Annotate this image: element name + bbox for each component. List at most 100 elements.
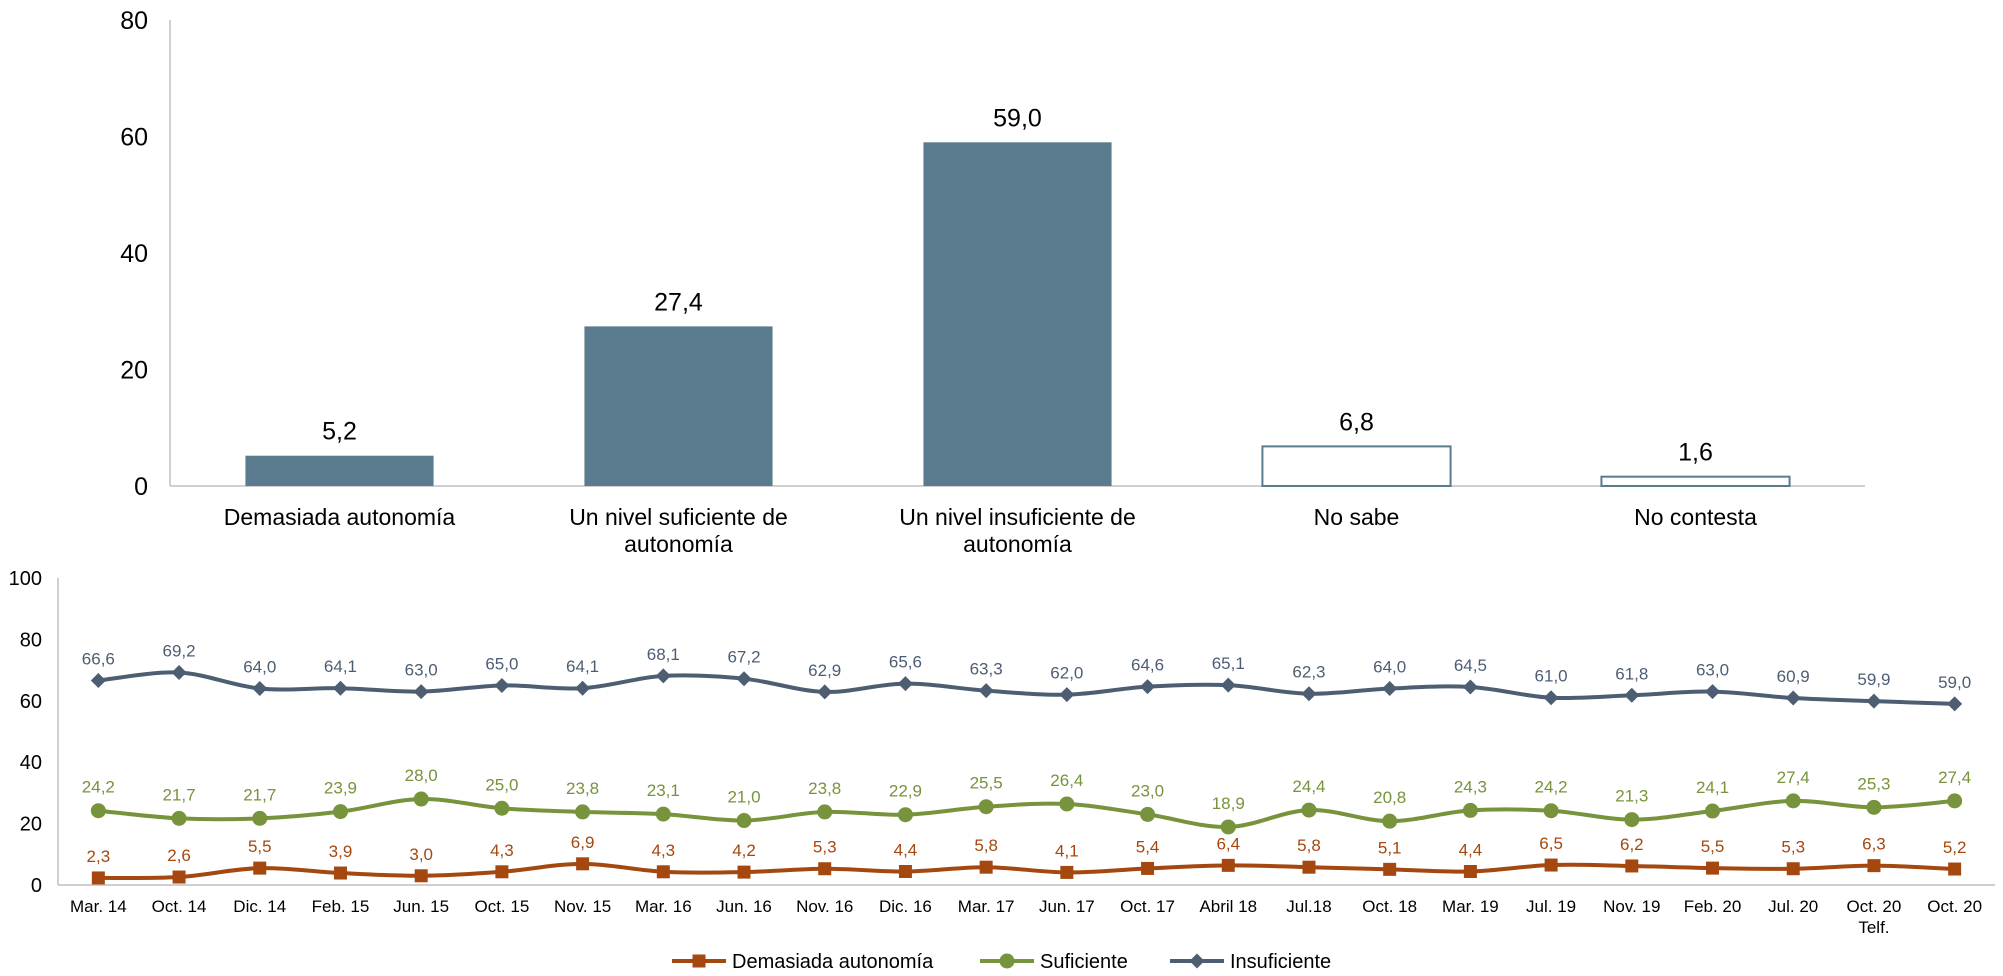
data-label: 64,5: [1454, 656, 1487, 675]
data-label: 62,9: [808, 661, 841, 680]
data-label: 65,1: [1212, 654, 1245, 673]
data-label: 5,3: [813, 838, 837, 857]
bar-category-label: autonomía: [963, 531, 1072, 557]
data-point-marker: [897, 807, 913, 823]
data-label: 4,3: [651, 841, 675, 860]
line-x-tick-label: Jun. 16: [716, 897, 772, 916]
data-label: 64,6: [1131, 656, 1164, 675]
data-label: 62,0: [1050, 664, 1083, 683]
data-point-marker: [1301, 802, 1317, 818]
data-point-marker: [414, 869, 428, 883]
data-label: 61,8: [1615, 664, 1648, 683]
data-point-marker: [495, 865, 509, 879]
data-point-marker: [1141, 861, 1155, 875]
data-point-marker: [1947, 793, 1963, 809]
data-label: 6,5: [1539, 834, 1563, 853]
line-y-tick-label: 100: [9, 568, 42, 590]
line-x-tick-label: Jun. 17: [1039, 897, 1095, 916]
data-label: 4,2: [732, 841, 756, 860]
bar-category-label: No contesta: [1634, 504, 1757, 530]
data-label: 59,9: [1857, 670, 1890, 689]
bar: [1600, 475, 1791, 487]
data-label: 6,3: [1862, 835, 1886, 854]
data-label: 66,6: [82, 650, 115, 669]
data-label: 65,0: [485, 654, 518, 673]
data-point-marker: [1624, 687, 1640, 703]
data-label: 59,0: [1938, 673, 1971, 692]
data-point-marker: [1625, 859, 1639, 873]
data-point-marker: [1382, 681, 1398, 697]
data-point-marker: [1785, 690, 1801, 706]
data-point-marker: [978, 683, 994, 699]
data-label: 62,3: [1292, 663, 1325, 682]
data-label: 64,1: [566, 657, 599, 676]
data-label: 23,1: [647, 781, 680, 800]
data-label: 21,3: [1615, 787, 1648, 806]
bar-category-label: Un nivel suficiente de: [569, 504, 788, 530]
line-x-tick-label: Dic. 14: [233, 897, 286, 916]
data-point-marker: [1544, 858, 1558, 872]
series-line: [98, 797, 1955, 829]
data-point-marker: [737, 865, 751, 879]
legend-label: Suficiente: [1040, 951, 1128, 973]
data-point-marker: [979, 860, 993, 874]
data-point-marker: [818, 862, 832, 876]
data-label: 6,9: [571, 833, 595, 852]
data-label: 4,4: [894, 840, 918, 859]
data-label: 23,9: [324, 779, 357, 798]
data-label: 64,0: [1373, 658, 1406, 677]
line-x-tick-label: Feb. 15: [312, 897, 370, 916]
bar-category-label: Demasiada autonomía: [224, 504, 456, 530]
data-point-marker: [817, 684, 833, 700]
data-point-marker: [576, 857, 590, 871]
bar-value-label: 5,2: [322, 418, 357, 446]
data-point-marker: [1140, 679, 1156, 695]
bar-y-tick-label: 40: [120, 240, 148, 268]
data-point-marker: [898, 864, 912, 878]
data-point-marker: [172, 870, 186, 884]
data-point-marker: [253, 861, 267, 875]
data-label: 25,0: [485, 775, 518, 794]
data-point-marker: [656, 865, 670, 879]
data-point-marker: [1462, 802, 1478, 818]
line-x-tick-label: Oct. 15: [474, 897, 529, 916]
data-label: 24,3: [1454, 777, 1487, 796]
line-x-tick-label: Oct. 20: [1927, 897, 1982, 916]
data-label: 5,2: [1943, 838, 1967, 857]
data-label: 3,9: [329, 842, 353, 861]
data-point-marker: [1140, 806, 1156, 822]
line-x-tick-label: Jun. 15: [393, 897, 449, 916]
data-point-marker: [978, 799, 994, 815]
data-label: 26,4: [1050, 771, 1083, 790]
data-point-marker: [332, 804, 348, 820]
legend-marker: [692, 954, 706, 968]
data-label: 63,0: [405, 661, 438, 680]
data-label: 5,5: [1701, 837, 1725, 856]
data-point-marker: [91, 871, 105, 885]
line-x-tick-label: Oct. 17: [1120, 897, 1175, 916]
series-line: [98, 670, 1955, 706]
line-x-tick-label: Oct. 20: [1847, 897, 1902, 916]
data-label: 5,8: [1297, 836, 1321, 855]
bar-value-label: 6,8: [1339, 408, 1374, 436]
bar-y-tick-label: 80: [120, 7, 148, 35]
line-x-tick-label: Feb. 20: [1684, 897, 1742, 916]
line-x-tick-label: Mar. 14: [70, 897, 127, 916]
data-label: 4,1: [1055, 841, 1079, 860]
data-label: 68,1: [647, 645, 680, 664]
data-point-marker: [817, 804, 833, 820]
data-point-marker: [1543, 690, 1559, 706]
line-x-tick-label: Mar. 19: [1442, 897, 1499, 916]
data-point-marker: [1220, 677, 1236, 693]
legend-label: Insuficiente: [1230, 951, 1331, 973]
data-point-marker: [1301, 686, 1317, 702]
data-label: 24,4: [1292, 777, 1325, 796]
data-label: 24,1: [1696, 778, 1729, 797]
data-point-marker: [1948, 862, 1962, 876]
data-point-marker: [332, 680, 348, 696]
data-point-marker: [575, 804, 591, 820]
line-x-tick-label: Jul. 20: [1768, 897, 1818, 916]
data-label: 60,9: [1777, 667, 1810, 686]
line-x-tick-label: Nov. 19: [1603, 897, 1660, 916]
line-x-tick-label: Nov. 16: [796, 897, 853, 916]
